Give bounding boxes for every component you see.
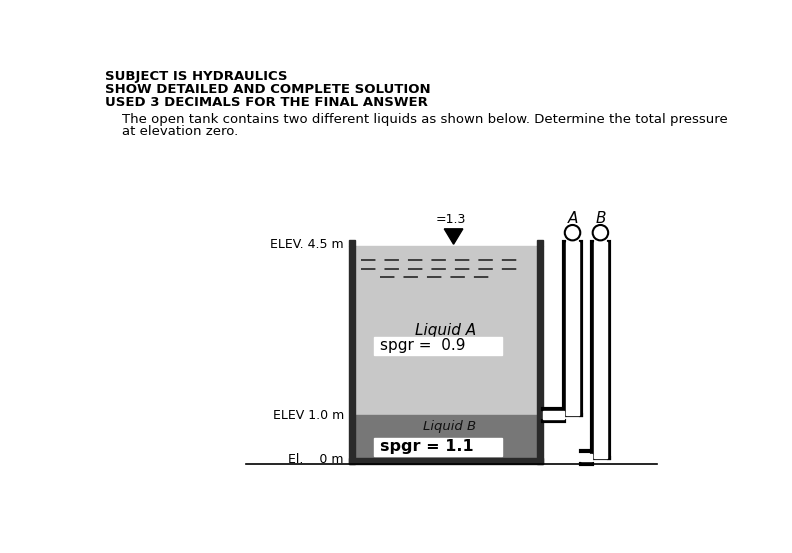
Text: SUBJECT IS HYDRAULICS: SUBJECT IS HYDRAULICS xyxy=(105,70,287,83)
Polygon shape xyxy=(444,229,463,244)
Text: =1.3: =1.3 xyxy=(436,213,466,226)
Circle shape xyxy=(565,225,581,241)
Text: A: A xyxy=(567,211,577,226)
Bar xyxy=(374,437,502,456)
Bar xyxy=(348,239,355,246)
Bar xyxy=(355,246,537,415)
Bar xyxy=(537,246,543,463)
Bar xyxy=(348,246,355,463)
Bar xyxy=(348,457,543,463)
Text: spgr = 1.1: spgr = 1.1 xyxy=(380,439,474,454)
Bar xyxy=(374,337,502,355)
Text: Liquid B: Liquid B xyxy=(423,420,476,433)
Bar xyxy=(594,242,607,457)
Text: SHOW DETAILED AND COMPLETE SOLUTION: SHOW DETAILED AND COMPLETE SOLUTION xyxy=(105,84,431,96)
Bar xyxy=(566,242,579,415)
Bar xyxy=(355,415,537,457)
Bar xyxy=(581,453,592,461)
Bar xyxy=(537,239,543,246)
Text: The open tank contains two different liquids as shown below. Determine the total: The open tank contains two different liq… xyxy=(105,113,728,126)
Text: Liquid A: Liquid A xyxy=(415,323,476,338)
Text: at elevation zero.: at elevation zero. xyxy=(105,125,238,138)
Text: B: B xyxy=(595,211,606,226)
Text: ELEV. 4.5 m: ELEV. 4.5 m xyxy=(270,238,344,251)
Bar xyxy=(543,411,564,419)
Text: USED 3 DECIMALS FOR THE FINAL ANSWER: USED 3 DECIMALS FOR THE FINAL ANSWER xyxy=(105,96,428,109)
Circle shape xyxy=(592,225,608,241)
Text: ELEV 1.0 m: ELEV 1.0 m xyxy=(272,409,344,422)
Text: spgr =  0.9: spgr = 0.9 xyxy=(380,338,466,353)
Text: El.    0 m: El. 0 m xyxy=(288,452,344,466)
